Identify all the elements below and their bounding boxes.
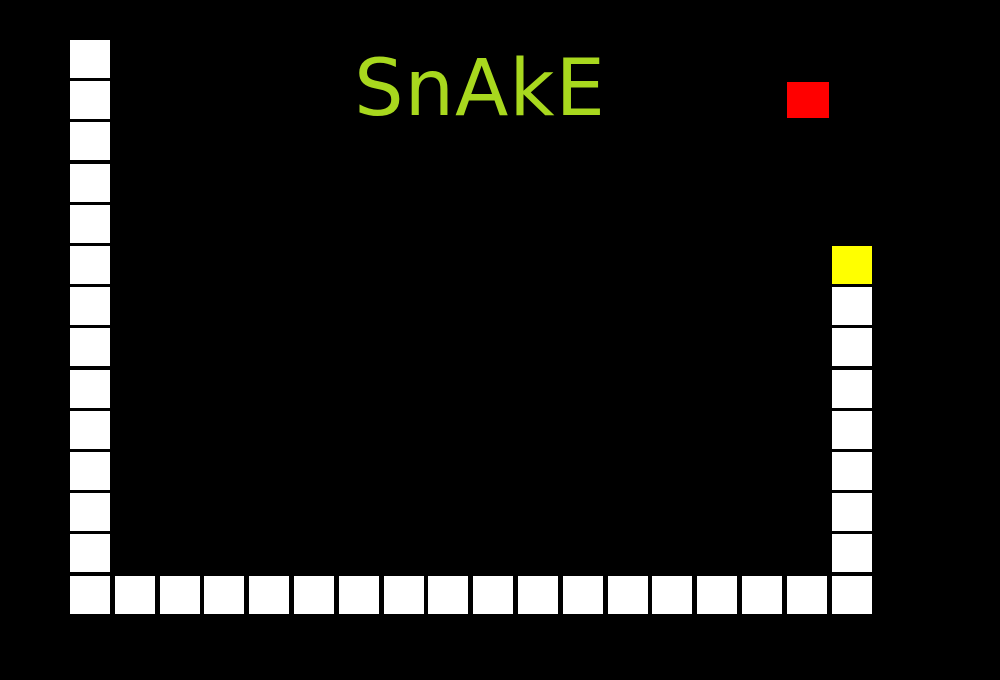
snake-segment [832,576,872,614]
snake-segment [204,576,244,614]
snake-segment [70,287,110,325]
snake-segment [473,576,513,614]
snake-head [832,246,872,284]
snake-segment [339,576,379,614]
snake-segment [742,576,782,614]
snake-segment [518,576,558,614]
snake-segment [832,287,872,325]
snake-segment [70,122,110,160]
food-pellet [787,82,829,118]
snake-segment [428,576,468,614]
snake-segment [70,164,110,202]
snake-segment [563,576,603,614]
snake-segment [832,411,872,449]
snake-segment [115,576,155,614]
snake-segment [160,576,200,614]
snake-segment [70,246,110,284]
snake-segment [249,576,289,614]
snake-segment [608,576,648,614]
snake-segment [832,370,872,408]
snake-segment [70,534,110,572]
snake-segment [70,411,110,449]
snake-segment [70,40,110,78]
snake-segment [832,328,872,366]
snake-segment [652,576,692,614]
snake-segment [384,576,424,614]
game-title: SnAkE [354,44,606,134]
snake-segment [70,328,110,366]
snake-segment [70,493,110,531]
snake-segment [832,452,872,490]
snake-segment [697,576,737,614]
snake-segment [832,493,872,531]
snake-segment [70,576,110,614]
snake-segment [787,576,827,614]
snake-segment [294,576,334,614]
snake-segment [70,452,110,490]
snake-segment [70,81,110,119]
snake-segment [70,205,110,243]
snake-segment [70,370,110,408]
snake-segment [832,534,872,572]
